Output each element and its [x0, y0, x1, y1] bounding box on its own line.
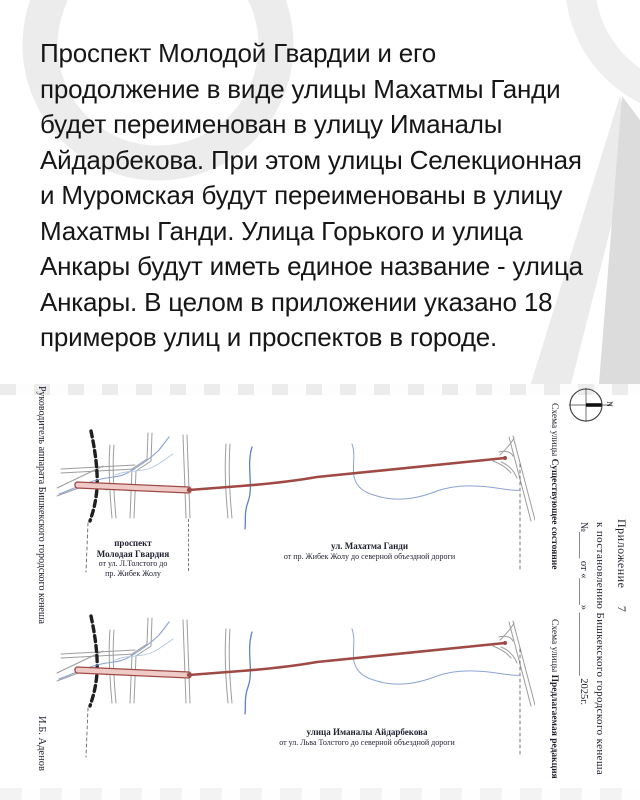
segment-divider-dashed-line	[188, 519, 189, 571]
watermark-ring-icon	[22, 0, 294, 181]
label-prospekt-molodaya-gvardiya: проспект Молодая Гвардия от ул. Л.Толсто…	[83, 538, 183, 578]
appendix-number-text: Приложение 7	[615, 519, 629, 613]
street-range-line: от ул. Льва Толстого до северной объездн…	[279, 737, 455, 747]
street-name-line: ул. Махатма Ганди	[330, 541, 409, 551]
official-signature-text: И.Б. Аденов	[36, 716, 47, 771]
compass-north-label: N	[605, 401, 614, 407]
appendix-date-text: №_____ от «_____» ____________ 2025г.	[578, 522, 589, 705]
scheme-existing-title: Схема улицы Существующее состояние	[549, 403, 559, 569]
street-range-line: пр. Жибек Жолу	[105, 568, 161, 578]
scheme-existing-name: Существующее состояние	[549, 458, 559, 570]
watermark-chevron-left-icon	[527, 96, 631, 396]
street-range-line: от ул. Л.Толстого до	[98, 559, 168, 568]
watermark-chevron-right-icon	[598, 96, 640, 396]
appendix-resolution-text: к постановлению Бишкекского городского к…	[594, 522, 606, 776]
street-range-line: от пр. Жибек Жолу до северной объездной …	[283, 551, 456, 561]
compass-icon: N	[569, 388, 614, 422]
street-name-line: улица Иманалы Айдарбекова	[306, 727, 428, 737]
scheme-proposed-prefix: Схема улицы	[549, 619, 559, 675]
street-name-line: проспект	[114, 538, 152, 548]
scan-edge-bottom	[0, 788, 640, 800]
scheme-proposed-title: Схема улицы Предлагаемая редакция	[549, 619, 559, 779]
article-paragraph: Проспект Молодой Гвардии и его продолжен…	[40, 38, 583, 352]
scan-edge-top	[0, 384, 640, 395]
street-scheme-figure: N Руководитель аппарата Бишкекского горо…	[0, 384, 640, 800]
label-mahatma-gandhi: ул. Махатма Ганди от пр. Жибек Жолу до с…	[272, 541, 467, 561]
official-title-text: Руководитель аппарата Бишкекского городс…	[36, 386, 47, 624]
scheme-existing-prefix: Схема улицы	[549, 403, 559, 459]
label-imanaly-aidarbekov: улица Иманалы Айдарбекова от ул. Льва То…	[262, 727, 472, 747]
street-name-line: Молодая Гвардия	[96, 548, 170, 559]
scheme-proposed-name: Предлагаемая редакция	[549, 674, 559, 779]
